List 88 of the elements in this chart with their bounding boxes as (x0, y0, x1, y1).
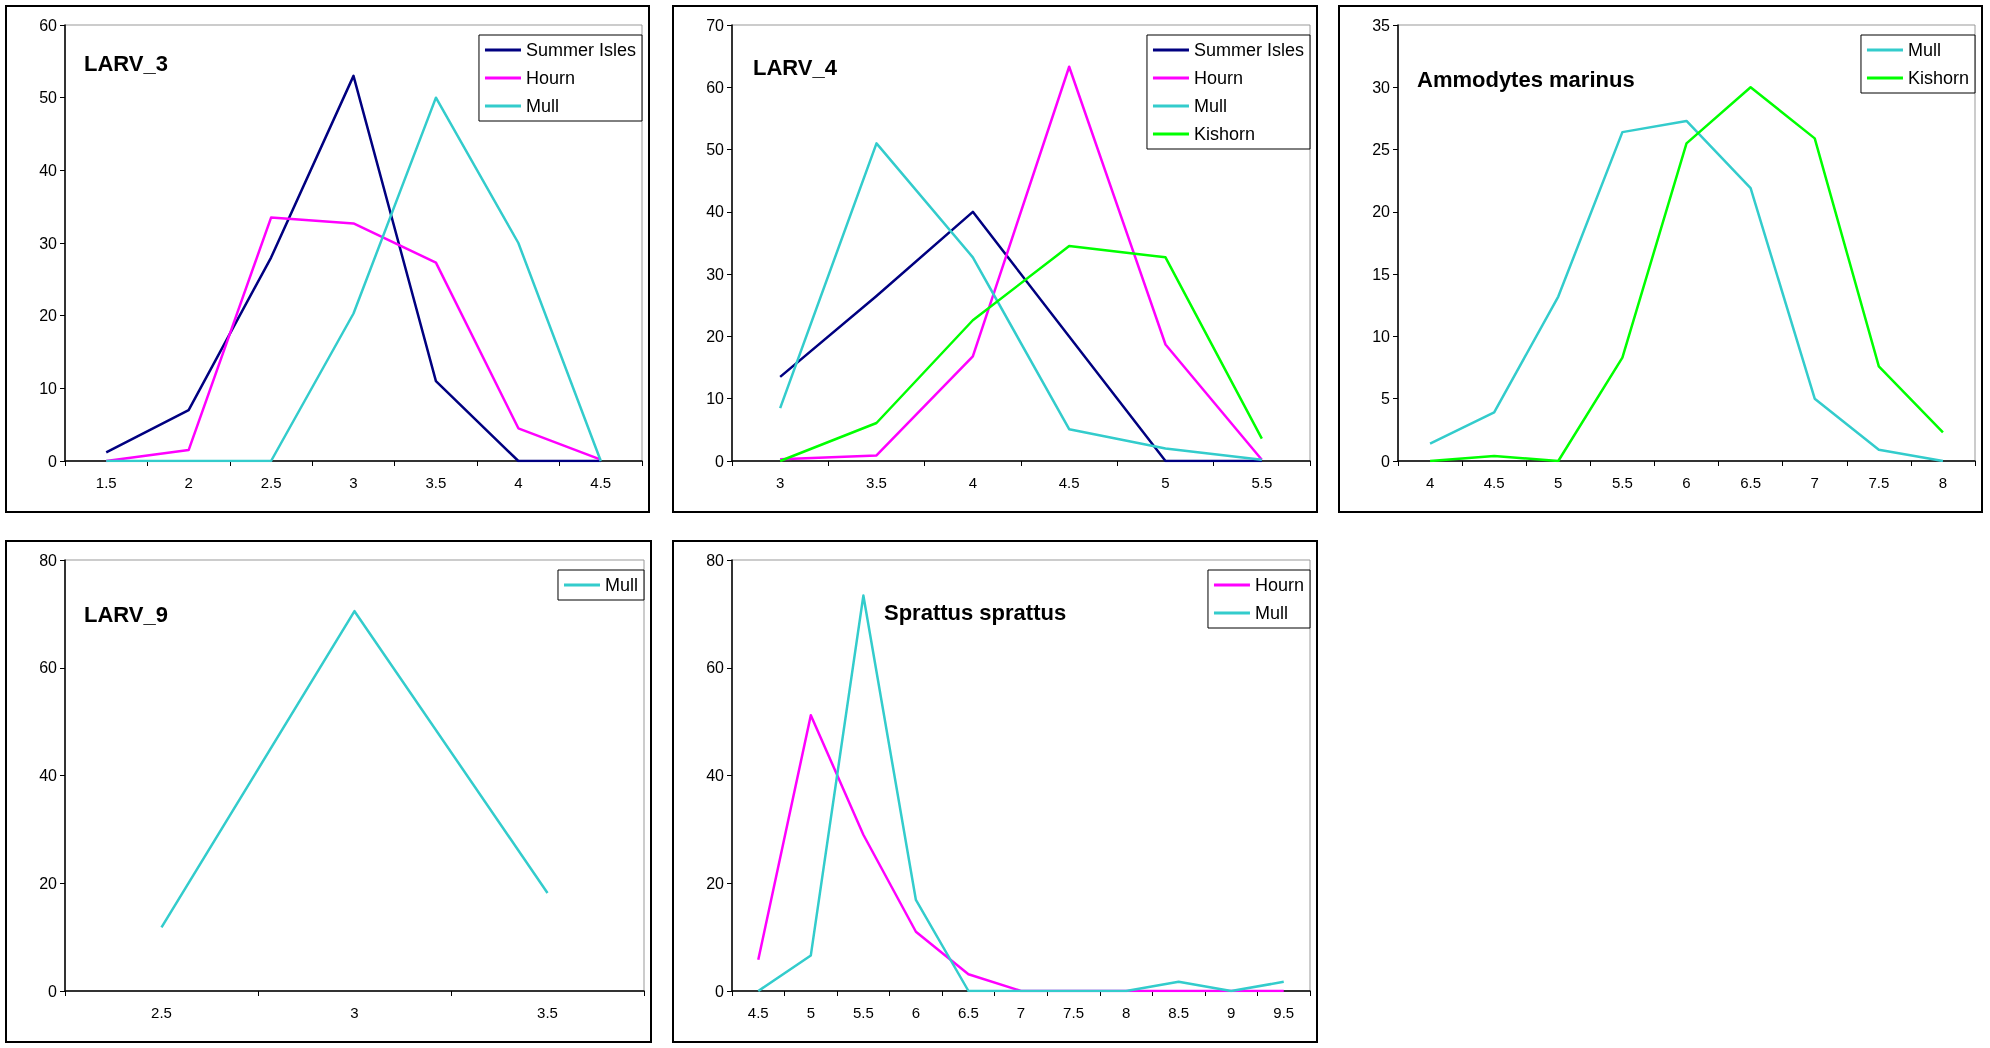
text: Ammodytes marinus (1417, 66, 1635, 92)
y-tick-label: 40 (706, 767, 725, 784)
x-tick-label: 8 (1938, 474, 1948, 491)
x-tick-label: 3.5 (425, 474, 447, 491)
x-tick-label: 9 (1227, 1004, 1236, 1021)
x-tick-label: 2.5 (260, 474, 282, 491)
y-tick-label: 0 (715, 452, 725, 470)
y-tick-label: 40 (39, 767, 58, 784)
x-tick-label: 8 (1121, 1004, 1131, 1021)
x-tick-label: 6 (911, 1004, 921, 1021)
y-tick-label: 60 (39, 16, 58, 34)
x-tick-label: 4.5 (1058, 474, 1080, 491)
legend-label: Mull (1254, 603, 1288, 623)
x-tick-label: 9.5 (1273, 1004, 1295, 1021)
y-tick-label: 10 (39, 379, 58, 397)
y-tick-label: 40 (706, 203, 725, 221)
y-tick-label: 0 (48, 982, 58, 1000)
y-tick-label: 30 (706, 265, 725, 283)
x-tick-label: 6 (1682, 474, 1691, 491)
line-series (757, 594, 1285, 993)
y-tick-label: 0 (1381, 452, 1391, 470)
x-tick-label: 1.5 (95, 474, 117, 491)
legend-label: Mull (1193, 96, 1227, 116)
y-tick-label: 35 (1372, 16, 1391, 34)
text: LARV_9 (84, 601, 168, 627)
legend-label: Hourn (1193, 68, 1244, 88)
y-tick-label: 0 (715, 982, 725, 1000)
legend-label: Kishorn (1907, 68, 1969, 88)
y-tick-label: 80 (706, 551, 725, 569)
x-tick-label: 5 (806, 1004, 815, 1021)
legend-label: Mull (605, 575, 639, 595)
y-tick-label: 10 (1372, 327, 1391, 345)
y-tick-label: 30 (39, 234, 58, 252)
x-tick-label: 5.5 (1251, 474, 1273, 491)
x-tick-label: 6.5 (1740, 474, 1762, 491)
y-tick-label: 50 (39, 89, 58, 107)
x-tick-label: 3 (775, 474, 785, 491)
x-tick-label: 5 (1554, 474, 1563, 491)
legend-label: Mull (1907, 40, 1941, 60)
y-tick-label: 20 (1372, 203, 1391, 221)
x-tick-label: 8.5 (1168, 1004, 1190, 1021)
y-tick-label: 30 (1372, 78, 1391, 96)
x-tick-label: 3 (350, 1004, 359, 1021)
x-tick-label: 5.5 (1611, 474, 1633, 491)
text: LARV_4 (753, 54, 838, 80)
y-tick-label: 0 (48, 452, 58, 470)
x-tick-label: 4.5 (1483, 474, 1505, 491)
x-tick-label: 5.5 (852, 1004, 874, 1021)
x-tick-label: 4 (968, 474, 978, 491)
y-tick-label: 20 (706, 874, 725, 892)
x-tick-label: 4.5 (747, 1004, 769, 1021)
legend-label: Summer Isles (1193, 40, 1305, 60)
y-tick-label: 70 (706, 16, 725, 34)
legend-label: Kishorn (1193, 124, 1256, 144)
x-tick-label: 4.5 (590, 474, 612, 491)
y-tick-label: 50 (706, 141, 725, 159)
x-tick-label: 3.5 (866, 474, 887, 491)
x-tick-label: 2 (184, 474, 193, 491)
x-tick-label: 2.5 (151, 1004, 172, 1021)
y-tick-label: 60 (39, 659, 58, 677)
legend-label: Summer Isles (525, 40, 637, 60)
x-tick-label: 5 (1161, 474, 1170, 491)
y-tick-label: 20 (39, 874, 58, 892)
y-tick-label: 60 (706, 659, 725, 677)
x-tick-label: 7 (1016, 1004, 1026, 1021)
x-tick-label: 7.5 (1063, 1004, 1084, 1021)
y-tick-label: 25 (1372, 141, 1391, 159)
text: Sprattus sprattus (884, 599, 1067, 625)
y-tick-label: 5 (1381, 390, 1391, 408)
y-tick-label: 40 (39, 161, 58, 179)
x-tick-label: 3.5 (537, 1004, 558, 1021)
x-tick-label: 6.5 (958, 1004, 979, 1021)
legend-label: Mull (525, 96, 559, 116)
text: LARV_3 (84, 50, 168, 76)
legend-label: Hourn (1254, 575, 1305, 595)
y-tick-label: 15 (1372, 265, 1391, 283)
x-tick-label: 7 (1810, 474, 1819, 491)
legend-label: Hourn (525, 68, 576, 88)
y-tick-label: 60 (706, 78, 725, 96)
y-tick-label: 80 (39, 551, 58, 569)
y-tick-label: 20 (706, 327, 725, 345)
y-tick-label: 20 (39, 307, 58, 325)
line-series (778, 142, 1264, 461)
x-tick-label: 7.5 (1868, 474, 1890, 491)
x-tick-label: 4 (1425, 474, 1435, 491)
y-tick-label: 10 (706, 390, 725, 408)
x-tick-label: 3 (349, 474, 358, 491)
x-tick-label: 4 (514, 474, 523, 491)
